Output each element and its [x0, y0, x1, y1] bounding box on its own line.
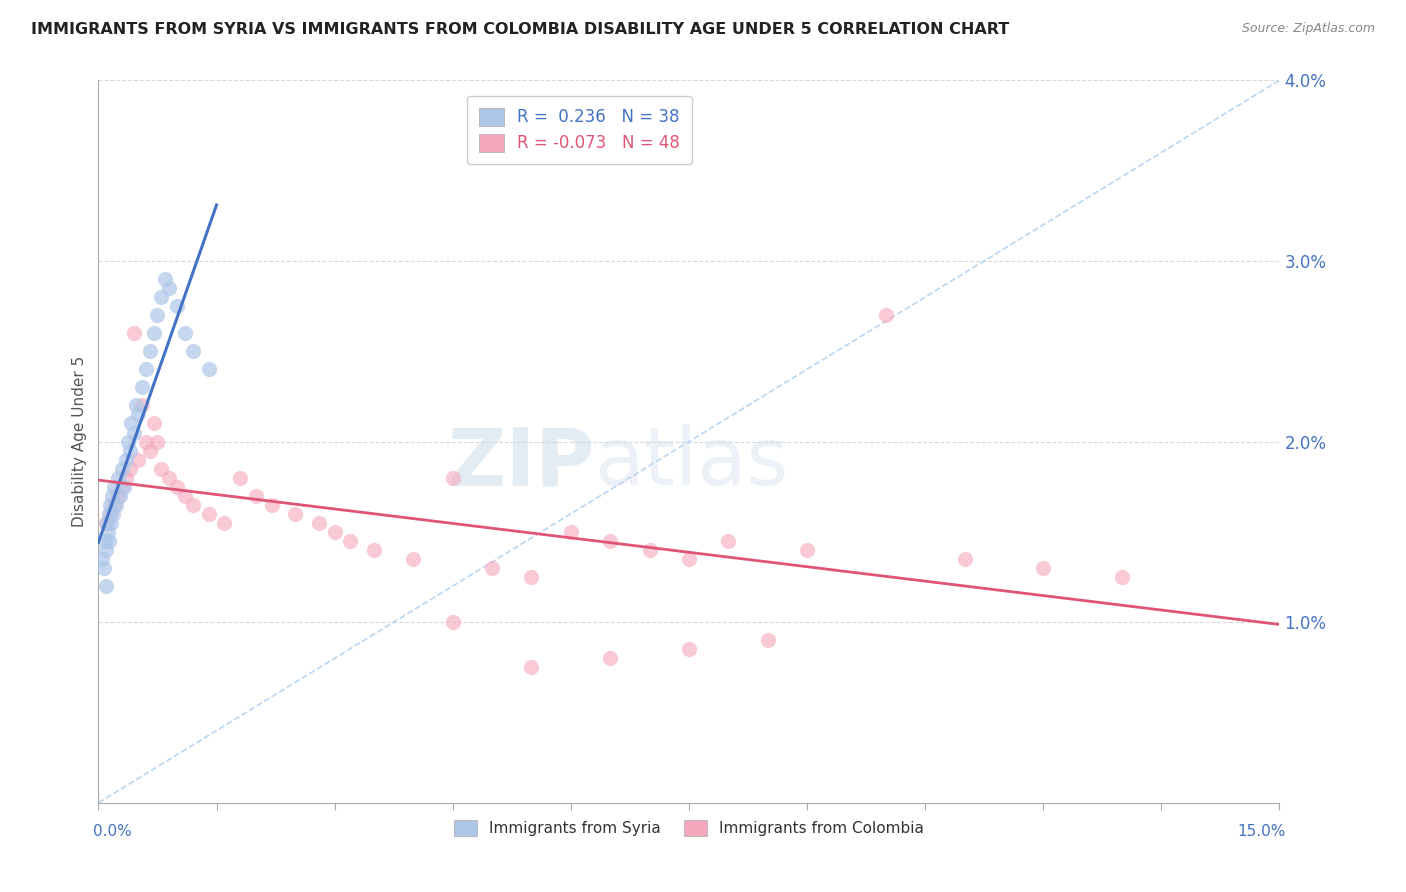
Point	[520, 660, 543, 674]
Point	[135, 434, 157, 449]
Point	[135, 362, 157, 376]
Point	[181, 498, 204, 512]
Point	[717, 533, 740, 548]
Point	[181, 344, 204, 359]
Point	[98, 533, 121, 548]
Point	[103, 498, 125, 512]
Point	[678, 642, 700, 657]
Point	[110, 489, 132, 503]
Point	[122, 425, 145, 440]
Point	[111, 461, 134, 475]
Point	[93, 533, 115, 548]
Point	[560, 524, 582, 539]
Point	[138, 443, 160, 458]
Point	[363, 542, 385, 557]
Point	[104, 498, 127, 512]
Point	[122, 326, 145, 340]
Point	[146, 308, 169, 322]
Point	[599, 651, 621, 665]
Point	[117, 434, 139, 449]
Point	[1032, 561, 1054, 575]
Point	[138, 344, 160, 359]
Point	[142, 417, 165, 431]
Point	[796, 542, 818, 557]
Point	[91, 552, 114, 566]
Point	[98, 498, 121, 512]
Point	[157, 470, 180, 484]
Point	[125, 398, 148, 412]
Text: 0.0%: 0.0%	[93, 824, 131, 839]
Point	[115, 470, 138, 484]
Point	[150, 461, 173, 475]
Point	[245, 489, 267, 503]
Text: Source: ZipAtlas.com: Source: ZipAtlas.com	[1241, 22, 1375, 36]
Point	[402, 552, 425, 566]
Point	[96, 516, 118, 530]
Point	[150, 290, 173, 304]
Point	[214, 516, 236, 530]
Point	[229, 470, 252, 484]
Point	[166, 480, 188, 494]
Point	[599, 533, 621, 548]
Point	[100, 516, 122, 530]
Point	[308, 516, 330, 530]
Point	[118, 443, 141, 458]
Point	[118, 461, 141, 475]
Point	[127, 452, 149, 467]
Point	[339, 533, 361, 548]
Point	[678, 552, 700, 566]
Point	[875, 308, 897, 322]
Point	[112, 480, 135, 494]
Point	[284, 507, 307, 521]
Point	[93, 561, 115, 575]
Point	[96, 516, 118, 530]
Point	[111, 480, 134, 494]
Text: 15.0%: 15.0%	[1237, 824, 1285, 839]
Point	[101, 507, 124, 521]
Point	[953, 552, 976, 566]
Point	[94, 542, 117, 557]
Point	[174, 489, 197, 503]
Point	[155, 272, 177, 286]
Point	[520, 570, 543, 584]
Point	[441, 615, 464, 630]
Point	[97, 524, 120, 539]
Point	[166, 299, 188, 313]
Point	[441, 470, 464, 484]
Legend: Immigrants from Syria, Immigrants from Colombia: Immigrants from Syria, Immigrants from C…	[449, 814, 929, 842]
Point	[121, 417, 143, 431]
Point	[323, 524, 346, 539]
Point	[756, 633, 779, 648]
Point	[142, 326, 165, 340]
Point	[157, 281, 180, 295]
Point	[98, 507, 121, 521]
Point	[107, 470, 129, 484]
Point	[101, 489, 124, 503]
Point	[174, 326, 197, 340]
Point	[197, 507, 219, 521]
Text: ZIP: ZIP	[447, 425, 595, 502]
Point	[97, 507, 120, 521]
Point	[197, 362, 219, 376]
Point	[131, 380, 153, 394]
Text: IMMIGRANTS FROM SYRIA VS IMMIGRANTS FROM COLOMBIA DISABILITY AGE UNDER 5 CORRELA: IMMIGRANTS FROM SYRIA VS IMMIGRANTS FROM…	[31, 22, 1010, 37]
Point	[96, 579, 118, 593]
Point	[103, 480, 125, 494]
Point	[115, 452, 138, 467]
Text: atlas: atlas	[595, 425, 789, 502]
Point	[260, 498, 283, 512]
Point	[127, 408, 149, 422]
Point	[638, 542, 661, 557]
Y-axis label: Disability Age Under 5: Disability Age Under 5	[72, 356, 87, 527]
Point	[131, 398, 153, 412]
Point	[481, 561, 503, 575]
Point	[107, 489, 129, 503]
Point	[1111, 570, 1133, 584]
Point	[146, 434, 169, 449]
